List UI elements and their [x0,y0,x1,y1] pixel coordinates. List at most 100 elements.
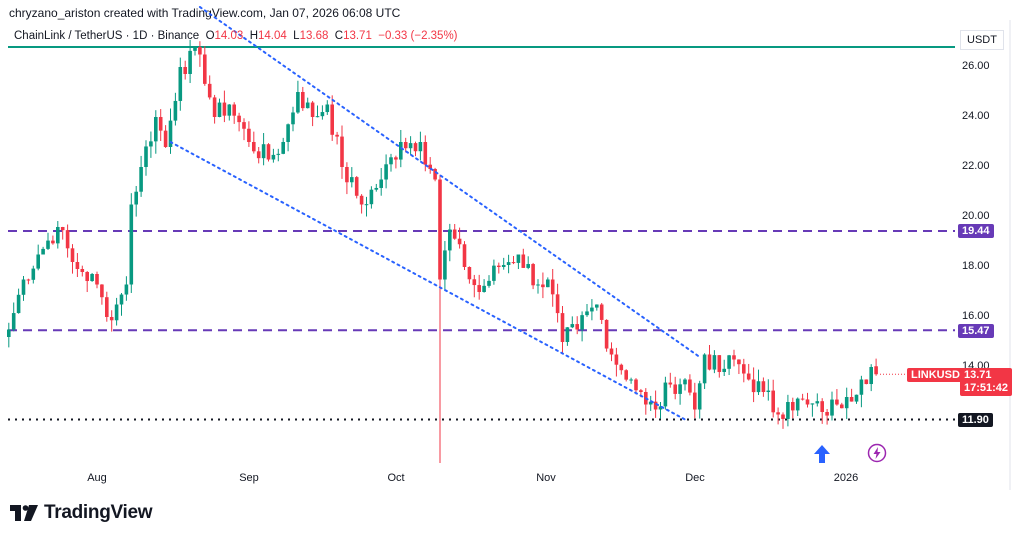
close-label: C [334,30,344,42]
symbol-name[interactable]: ChainLink / TetherUS · 1D · Binance [14,30,200,42]
open-value: 14.03 [214,30,244,42]
candle-body [212,97,217,117]
candle-body [536,284,540,286]
symbol-legend: ChainLink / TetherUS · 1D · Binance O14.… [14,30,458,42]
candle-body [350,177,354,183]
candle-body [403,142,408,149]
price-tick-label: 20.00 [962,210,990,222]
candle-body [394,157,398,160]
high-label: H [249,30,258,42]
candle-body [266,144,271,160]
open-label: O [205,30,215,42]
candle-body [183,67,187,74]
candle-body [702,354,707,384]
candle-body [232,104,236,116]
candle-body [487,280,491,286]
candle-body [315,116,320,118]
candle-body [648,401,653,405]
tradingview-logo[interactable]: TradingView [10,502,153,524]
candle-body [364,204,369,206]
candle-body [291,112,295,125]
candle-body [252,142,256,152]
candle-body [242,122,246,129]
candle-body [732,355,736,360]
candle-body [423,142,428,165]
candle-body [874,366,878,375]
candle-body [374,187,379,190]
candle-body [296,92,300,113]
candle-body [359,195,364,205]
candle-body [511,262,516,264]
candle-body [408,143,413,149]
logo-text: TradingView [44,502,153,523]
candle-body [560,313,565,342]
candle-body [742,364,746,374]
candle-body [678,384,682,394]
candle-body [516,254,521,263]
candle-body [658,406,663,410]
candle-body [835,399,839,405]
candle-body [139,167,143,192]
candle-body [207,83,212,98]
price-tick-label: 24.00 [962,110,990,122]
candle-body [771,390,775,413]
candle-body [80,269,85,272]
candle-body [693,392,697,410]
candle-body [604,319,609,349]
candle-body [56,227,60,244]
candle-body [105,297,109,317]
candle-body [840,404,844,409]
candle-body [595,304,599,308]
candle-body [26,279,31,281]
candle-body [776,412,780,415]
candle-body [619,364,624,371]
tradingview-logo-icon [10,505,38,521]
candle-body [634,379,638,391]
candle-body [70,248,75,262]
candle-body [820,401,824,412]
candle-body [320,112,325,117]
up-arrow-icon[interactable] [813,444,831,464]
candle-body [624,370,628,380]
candle-body [668,382,673,385]
candle-body [443,250,447,280]
high-value: 14.04 [258,30,287,42]
low-label: L [293,30,300,42]
lightning-icon[interactable] [867,443,887,463]
candle-body [781,414,785,419]
candle-body [247,128,251,142]
currency-button[interactable]: USDT [960,30,1004,50]
candle-body [448,229,452,251]
candle-body [849,397,854,402]
candle-body [399,142,403,160]
candle-body [149,141,153,147]
candle-body [144,146,148,167]
candle-body [756,381,761,393]
candle-body [193,47,197,51]
candle-body [418,142,423,152]
candle-body [227,104,232,116]
candle-body [629,379,633,381]
candle-body [825,412,829,416]
candle-body [154,117,158,142]
date-tick-label: Aug [87,472,107,484]
candle-body [746,373,751,380]
candle-body [340,136,344,167]
candle-body [305,102,310,109]
candle-body [11,313,16,330]
candle-body [791,402,795,411]
candle-body [36,254,40,269]
candle-body [198,47,202,55]
candle-body [168,120,173,147]
candle-body [60,227,65,231]
candle-body [472,279,477,286]
candle-body [41,248,45,255]
candle-body [482,285,486,292]
candle-body [301,92,305,109]
candle-body [46,240,50,249]
candle-body [795,398,800,411]
candle-body [462,244,467,267]
candle-body [737,359,741,365]
candle-body [541,284,545,288]
